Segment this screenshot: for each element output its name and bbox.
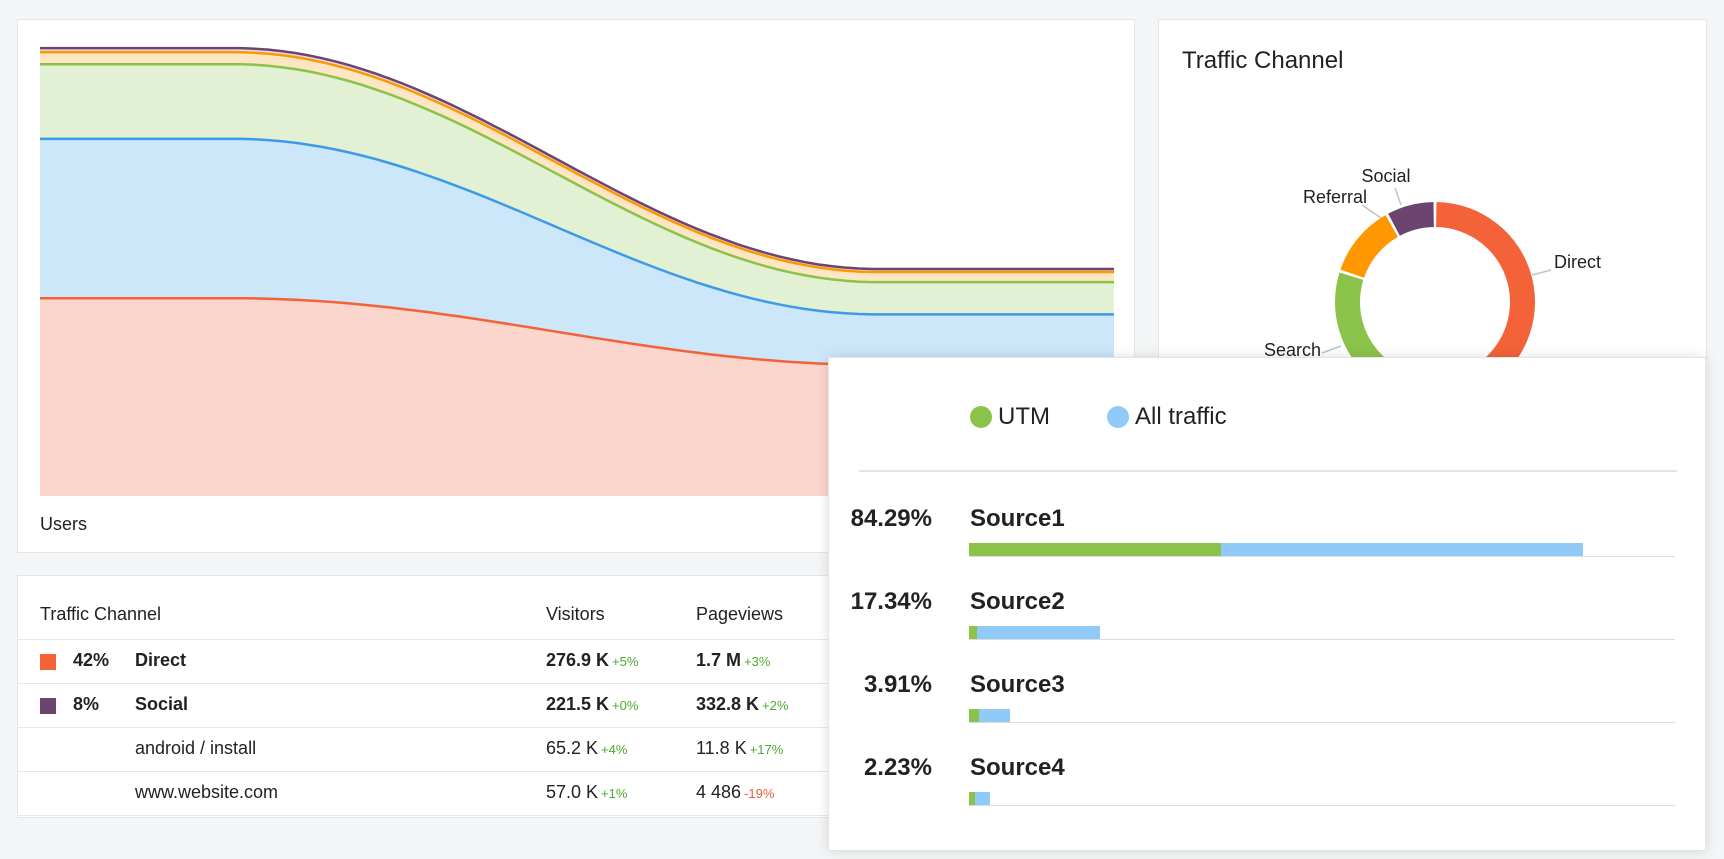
pageviews-value: 11.8 K bbox=[696, 738, 747, 758]
all-traffic-bar bbox=[977, 626, 1100, 639]
visitors-delta: +1% bbox=[601, 786, 628, 801]
traffic-channel-table: Traffic Channel Visitors Pageviews 42% Di… bbox=[17, 575, 847, 818]
traffic-channel-donut-card: Traffic Channel Direct Search Referral Soci… bbox=[1158, 19, 1707, 359]
donut-label-referral: Referral bbox=[1303, 187, 1367, 207]
header-traffic-channel[interactable]: Traffic Channel bbox=[40, 604, 162, 624]
source-share: 3.91% bbox=[863, 671, 932, 698]
area-all-traffic bbox=[40, 138, 1114, 365]
donut-slice-social[interactable] bbox=[1388, 202, 1434, 236]
channel-name: Social bbox=[135, 694, 189, 714]
visitors-cell: 276.9 K +5% bbox=[546, 650, 638, 671]
visitors-value: 221.5 K bbox=[546, 694, 610, 714]
source-name: Source1 bbox=[970, 505, 1065, 532]
source-name: Source4 bbox=[970, 754, 1065, 781]
donut-label-social: Social bbox=[1361, 166, 1410, 186]
donut-label-search: Search bbox=[1264, 340, 1321, 359]
pageviews-value: 4 486 bbox=[696, 782, 742, 802]
pageviews-cell: 1.7 M +3% bbox=[696, 650, 770, 671]
source-row[interactable]: 3.91% Source3 bbox=[829, 671, 1707, 753]
channel-share: 42% bbox=[73, 650, 110, 670]
table-row[interactable]: android / install 65.2 K +4% 11.8 K +17% bbox=[18, 728, 846, 772]
donut-leader-line bbox=[1394, 187, 1402, 206]
donut-slice-referral[interactable] bbox=[1340, 215, 1398, 278]
visitors-delta: +4% bbox=[601, 742, 628, 757]
legend-utm[interactable]: UTM bbox=[970, 403, 1050, 431]
pageviews-value: 332.8 K bbox=[696, 694, 760, 714]
donut-leader-line bbox=[1531, 269, 1552, 276]
source-bar-track bbox=[969, 792, 1675, 806]
all-traffic-bar bbox=[1221, 543, 1583, 556]
table-row[interactable]: 42% Direct 276.9 K +5% 1.7 M +3% bbox=[18, 640, 846, 684]
source-name: Source2 bbox=[970, 588, 1065, 615]
visitors-value: 276.9 K bbox=[546, 650, 610, 670]
pageviews-cell: 11.8 K +17% bbox=[696, 738, 783, 759]
source-row[interactable]: 2.23% Source4 bbox=[829, 754, 1707, 836]
source-bar-track bbox=[969, 543, 1675, 557]
pageviews-delta: +2% bbox=[762, 698, 789, 713]
source-bar-track bbox=[969, 626, 1675, 640]
legend-divider bbox=[859, 470, 1677, 472]
visitors-delta: +5% bbox=[612, 654, 639, 669]
pageviews-delta: +17% bbox=[749, 742, 784, 757]
legend-all-traffic[interactable]: All traffic bbox=[1107, 403, 1227, 431]
donut-slice-search[interactable] bbox=[1335, 272, 1482, 359]
source-share: 84.29% bbox=[850, 505, 932, 532]
utm-bar bbox=[969, 543, 1221, 556]
users-area-chart-card: Users bbox=[17, 19, 1135, 553]
visitors-cell: 221.5 K +0% bbox=[546, 694, 638, 715]
source-share: 17.34% bbox=[850, 588, 932, 615]
donut-title: Traffic Channel bbox=[1182, 47, 1344, 74]
source-share: 2.23% bbox=[863, 754, 932, 781]
donut-leader-line bbox=[1321, 345, 1342, 354]
pageviews-cell: 332.8 K +2% bbox=[696, 694, 788, 715]
utm-bar bbox=[969, 626, 977, 639]
channel-name: Direct bbox=[135, 650, 187, 670]
channel-name: android / install bbox=[135, 738, 257, 758]
table-header-row: Traffic Channel Visitors Pageviews bbox=[18, 590, 846, 640]
table-row[interactable]: 8% Social 221.5 K +0% 332.8 K +2% bbox=[18, 684, 846, 728]
donut-label-direct: Direct bbox=[1554, 252, 1601, 272]
source-breakdown-panel: UTM All traffic 84.29% Source1 17.34% Sourc… bbox=[828, 357, 1706, 851]
visitors-cell: 65.2 K +4% bbox=[546, 738, 627, 759]
legend-utm-label: UTM bbox=[998, 403, 1050, 430]
source-row[interactable]: 17.34% Source2 bbox=[829, 588, 1707, 670]
header-visitors[interactable]: Visitors bbox=[546, 604, 605, 624]
channel-color-swatch bbox=[40, 698, 56, 714]
channel-name: www.website.com bbox=[135, 782, 279, 802]
visitors-value: 57.0 K bbox=[546, 782, 599, 802]
pageviews-cell: 4 486 -19% bbox=[696, 782, 774, 803]
channel-color-swatch bbox=[40, 654, 56, 670]
table-row[interactable]: www.website.com 57.0 K +1% 4 486 -19% bbox=[18, 772, 846, 816]
chart-x-label: Users bbox=[40, 514, 88, 534]
area-search bbox=[40, 64, 1114, 315]
line-all-traffic bbox=[40, 137, 1114, 316]
channel-share: 8% bbox=[73, 694, 100, 714]
source-bar-track bbox=[969, 709, 1675, 723]
visitors-value: 65.2 K bbox=[546, 738, 599, 758]
source-row[interactable]: 84.29% Source1 bbox=[829, 505, 1707, 587]
line-search bbox=[40, 62, 1114, 284]
header-pageviews[interactable]: Pageviews bbox=[696, 604, 784, 624]
pageviews-delta: +3% bbox=[744, 654, 771, 669]
legend-all-traffic-dot bbox=[1107, 406, 1129, 428]
utm-bar bbox=[969, 709, 979, 722]
visitors-delta: +0% bbox=[612, 698, 639, 713]
utm-bar bbox=[969, 792, 975, 805]
donut-slice-direct[interactable] bbox=[1436, 202, 1535, 359]
all-traffic-bar bbox=[975, 792, 990, 805]
legend-utm-dot bbox=[970, 406, 992, 428]
source-name: Source3 bbox=[970, 671, 1065, 698]
line-referral bbox=[40, 50, 1114, 274]
donut-leader-line bbox=[1361, 204, 1382, 219]
all-traffic-bar bbox=[979, 709, 1010, 722]
pageviews-delta: -19% bbox=[744, 786, 775, 801]
line-social bbox=[40, 46, 1114, 271]
pageviews-value: 1.7 M bbox=[696, 650, 742, 670]
visitors-cell: 57.0 K +1% bbox=[546, 782, 627, 803]
legend-all-traffic-label: All traffic bbox=[1135, 403, 1227, 430]
